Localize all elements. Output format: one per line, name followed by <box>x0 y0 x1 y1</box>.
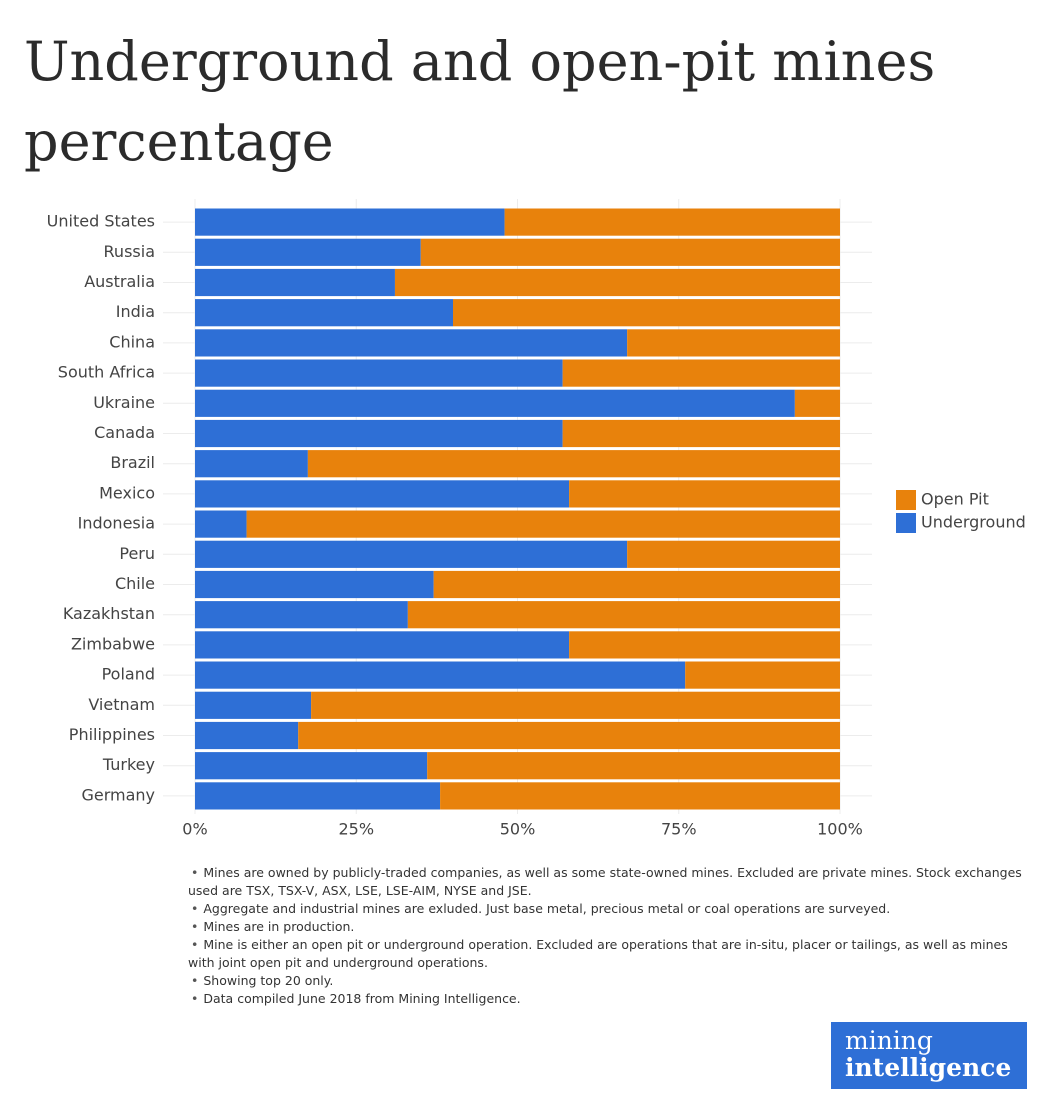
y-tick-label: United States <box>47 212 155 231</box>
bar-segment <box>298 721 840 750</box>
y-tick-label: India <box>116 302 155 321</box>
note: Mines are in production. <box>188 918 1038 936</box>
bar-segment <box>195 480 570 508</box>
y-tick-label: Germany <box>81 785 155 804</box>
bar-segment <box>569 480 840 508</box>
bar-segment <box>311 691 841 719</box>
bar-segment <box>195 631 570 659</box>
bar-segment <box>195 661 686 689</box>
note: Mines are owned by publicly-traded compa… <box>188 864 1038 900</box>
y-tick-label: Australia <box>84 272 155 291</box>
note: Aggregate and industrial mines are exlud… <box>188 900 1038 918</box>
bar-segment <box>453 299 840 327</box>
y-tick-label: Zimbabwe <box>71 634 155 653</box>
y-tick-label: Mexico <box>99 483 155 502</box>
bar-segment <box>307 450 840 478</box>
chart: 0% 25% 50% 75% 100% United States Russia Austra… <box>47 199 1026 839</box>
bar-segment <box>420 238 840 266</box>
y-tick-label: Canada <box>94 423 155 442</box>
legend-label: Underground <box>921 513 1026 532</box>
bar-segment <box>195 601 408 629</box>
bar-segment <box>195 359 563 387</box>
bar-segment <box>195 450 308 478</box>
y-tick-label: Turkey <box>102 755 155 774</box>
bar-segment <box>195 721 299 750</box>
x-tick-label: 100% <box>817 820 863 839</box>
y-tick-label: Russia <box>104 242 155 261</box>
bar-segment <box>394 268 840 297</box>
y-tick-label: Chile <box>115 574 155 593</box>
bar-segment <box>195 389 795 417</box>
y-tick-label: South Africa <box>58 363 155 382</box>
bar-segment <box>195 540 628 568</box>
y-tick-label: Ukraine <box>93 393 155 412</box>
bar-segment <box>562 359 840 387</box>
bar-segment <box>627 540 840 568</box>
bar-segment <box>627 329 840 357</box>
bar-segment <box>195 510 247 538</box>
legend-swatch <box>896 490 916 510</box>
logo: mining intelligence <box>831 1022 1027 1089</box>
bar-segment <box>407 601 840 629</box>
logo-text: mining <box>845 1026 933 1055</box>
bar-segment <box>195 208 505 236</box>
x-tick-label: 50% <box>500 820 536 839</box>
y-tick-label: Vietnam <box>88 695 155 714</box>
x-tick-label: 25% <box>338 820 374 839</box>
chart-title: Underground and open-pit mines percentag… <box>24 30 936 173</box>
y-tick-label: Peru <box>119 544 155 563</box>
x-tick-label: 0% <box>182 820 207 839</box>
bar-segment <box>794 389 840 417</box>
bar-segment <box>504 208 840 236</box>
bar-segment <box>569 631 840 659</box>
note: Showing top 20 only. <box>188 972 1038 990</box>
legend-swatch <box>896 513 916 533</box>
bar-segment <box>195 782 441 810</box>
bar-segment <box>195 238 421 266</box>
note: Mine is either an open pit or undergroun… <box>188 936 1038 972</box>
y-tick-label: China <box>109 332 155 351</box>
bar-segment <box>427 752 840 780</box>
y-tick-label: Poland <box>102 665 155 684</box>
bar-segment <box>195 691 312 719</box>
y-tick-label: Brazil <box>110 453 155 472</box>
bar-segment <box>246 510 841 538</box>
bar-segment <box>440 782 840 810</box>
x-tick-label: 75% <box>661 820 697 839</box>
bar-segment <box>195 329 628 357</box>
note: Data compiled June 2018 from Mining Inte… <box>188 990 1038 1008</box>
bar-segment <box>433 570 840 599</box>
legend-label: Open Pit <box>921 490 989 509</box>
y-tick-label: Kazakhstan <box>63 604 155 623</box>
bar-segment <box>195 299 453 327</box>
logo-text: intelligence <box>845 1053 1012 1082</box>
bar-segment <box>195 752 428 780</box>
bar-segment <box>562 419 840 448</box>
y-tick-label: Indonesia <box>78 514 155 533</box>
bar-segment <box>195 570 434 599</box>
bar-segment <box>195 419 563 448</box>
notes: Mines are owned by publicly-traded compa… <box>188 864 1038 1008</box>
y-tick-label: Philippines <box>69 725 155 744</box>
bar-segment <box>195 268 395 297</box>
bar-segment <box>685 661 840 689</box>
